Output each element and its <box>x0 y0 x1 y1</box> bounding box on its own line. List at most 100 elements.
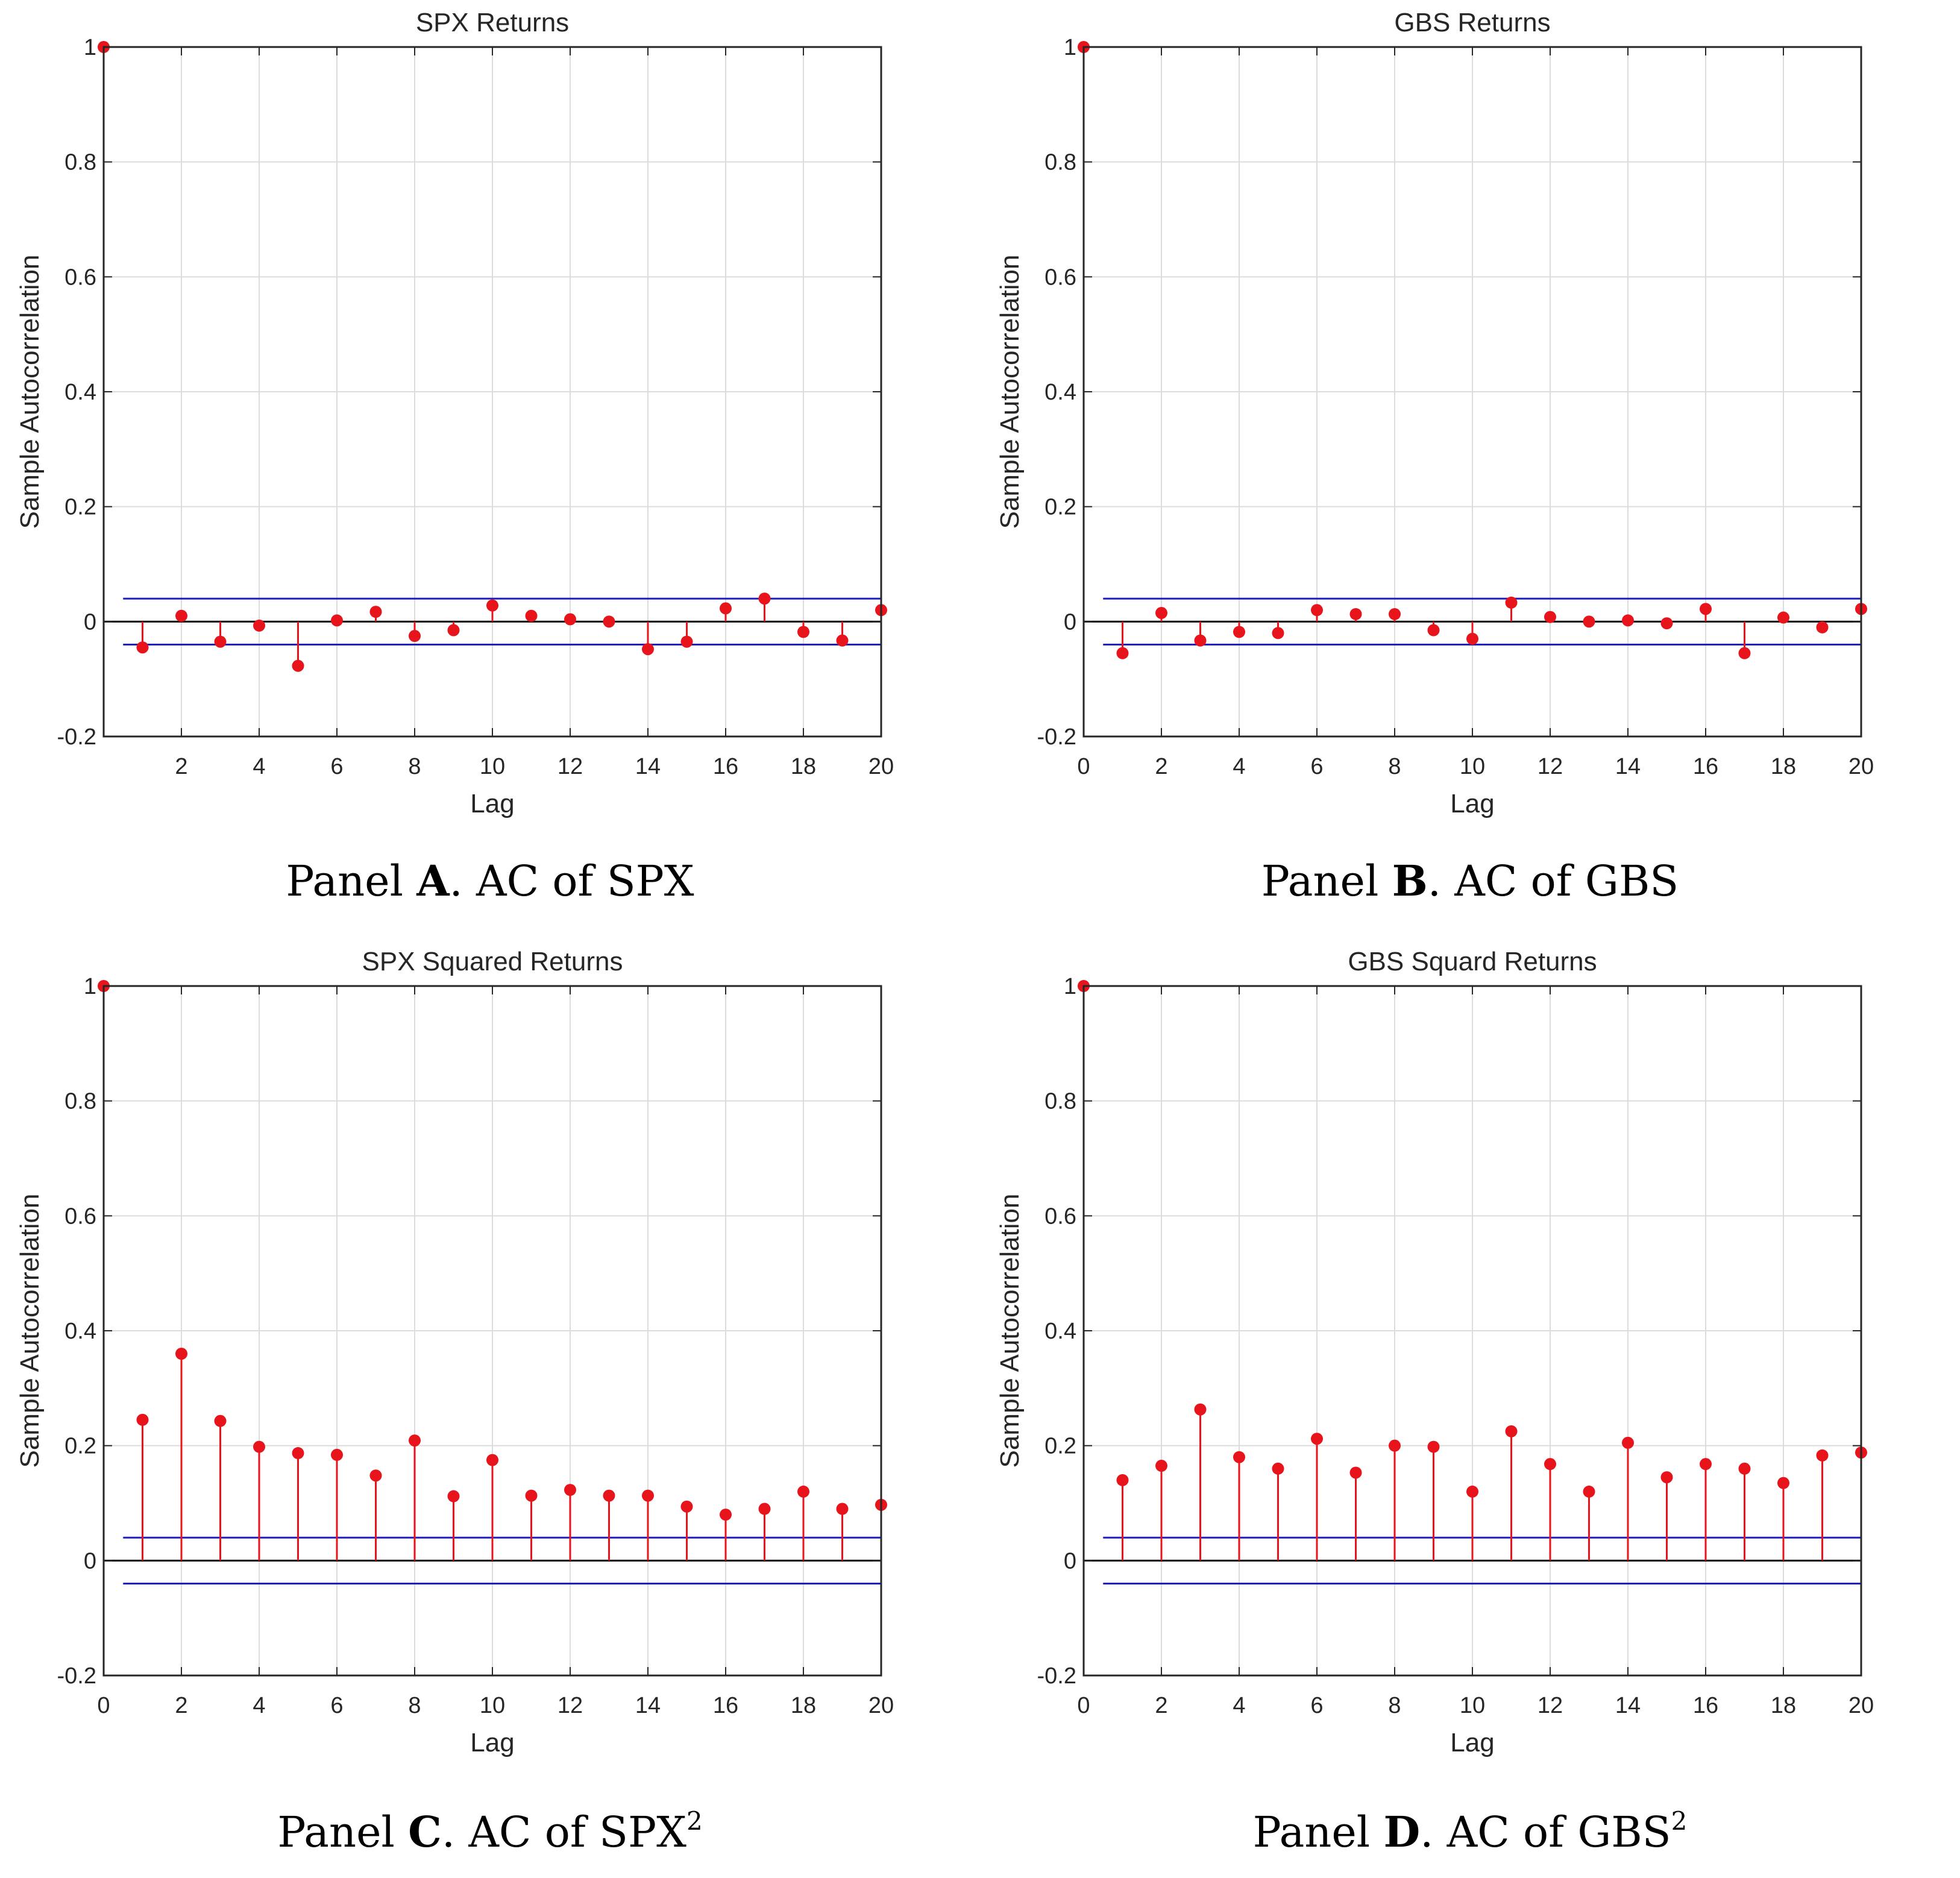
stem-marker <box>1505 1425 1518 1437</box>
stem-marker <box>1155 607 1167 620</box>
x-tick-label: 6 <box>330 1693 343 1718</box>
stem-marker <box>486 1454 498 1466</box>
y-tick-label: 0.8 <box>64 1089 96 1114</box>
x-tick-label: 20 <box>868 754 894 779</box>
x-tick-label: 4 <box>253 754 265 779</box>
stem-marker <box>1816 621 1829 633</box>
stem-marker <box>1116 1474 1129 1486</box>
stem-marker <box>1700 603 1712 615</box>
caption-panel-a: Panel A. AC of SPX <box>0 856 980 906</box>
stem-marker <box>1272 1462 1284 1475</box>
x-tick-label: 0 <box>1077 1693 1090 1718</box>
chart-title: GBS Squard Returns <box>1348 947 1597 976</box>
caption-superscript: 2 <box>1671 1806 1688 1836</box>
stem-marker <box>447 624 460 636</box>
stem-marker <box>175 1348 187 1360</box>
stem-marker <box>564 613 576 626</box>
stem-marker <box>136 641 149 654</box>
x-tick-label: 6 <box>1310 754 1323 779</box>
y-tick-label: 0.2 <box>64 495 96 520</box>
stem-marker <box>1311 604 1323 617</box>
y-tick-label: 0.6 <box>1044 1204 1076 1229</box>
stem-marker <box>642 643 654 656</box>
x-tick-label: 8 <box>1388 754 1401 779</box>
x-tick-label: 4 <box>1233 754 1245 779</box>
caption-letter: B <box>1392 856 1428 906</box>
x-tick-label: 6 <box>1310 1693 1323 1718</box>
y-tick-label: 0.2 <box>1044 1434 1076 1459</box>
stem-marker <box>1700 1458 1712 1471</box>
y-tick-label: 0.8 <box>1044 150 1076 175</box>
stem-marker <box>292 659 304 672</box>
x-tick-label: 16 <box>713 754 738 779</box>
stem-marker <box>369 1469 382 1482</box>
y-tick-label: 0.2 <box>64 1434 96 1459</box>
stem-marker <box>1660 617 1673 630</box>
x-tick-label: 2 <box>175 1693 187 1718</box>
chart-spx-returns: 2 4 6 8 10 12 14 16 18 20 -0.2 0 0.2 0.4 0.6 0.8 1 SPX Re… <box>15 8 894 818</box>
y-axis-label: Sample Autocorrelation <box>15 1194 45 1468</box>
stem-marker <box>1544 611 1556 623</box>
x-tick-label: 16 <box>1693 1693 1718 1718</box>
stem-marker <box>1583 1485 1595 1498</box>
stem-marker <box>1583 615 1595 628</box>
x-tick-label: 14 <box>1615 754 1641 779</box>
stem-marker <box>525 609 538 622</box>
x-tick-label: 12 <box>558 754 583 779</box>
stem-marker <box>1155 1460 1167 1472</box>
x-tick-label: 4 <box>253 1693 265 1718</box>
y-axis-label: Sample Autocorrelation <box>995 255 1025 529</box>
x-tick-label: 16 <box>1693 754 1718 779</box>
y-tick-label: 0.6 <box>64 265 96 290</box>
x-tick-label: 4 <box>1233 1693 1245 1718</box>
stem-marker <box>1194 634 1207 647</box>
stem-marker <box>1505 596 1518 609</box>
caption-prefix: Panel <box>277 1807 409 1857</box>
caption-panel-d: Panel D. AC of GBS2 <box>980 1807 1960 1857</box>
stem-marker <box>836 634 849 647</box>
stem-marker <box>1622 614 1634 627</box>
stem-marker <box>758 592 771 605</box>
x-tick-label: 8 <box>408 1693 421 1718</box>
panel-a: 2 4 6 8 10 12 14 16 18 20 -0.2 0 0.2 0.4 0.6 0.8 1 SPX Re… <box>0 0 980 939</box>
x-tick-label: 14 <box>1615 1693 1641 1718</box>
stem-marker <box>331 1448 343 1461</box>
y-axis-label: Sample Autocorrelation <box>15 255 45 529</box>
x-tick-label: 14 <box>635 754 661 779</box>
stem-marker <box>447 1490 460 1503</box>
y-tick-label: 0.8 <box>1044 1089 1076 1114</box>
caption-prefix: Panel <box>1252 1807 1384 1857</box>
stem-marker <box>1427 1440 1440 1453</box>
x-tick-label: 10 <box>480 1693 505 1718</box>
y-tick-label: 0 <box>1064 609 1076 635</box>
stem-marker <box>409 630 421 642</box>
y-tick-label: 0.6 <box>1044 265 1076 290</box>
stem-marker <box>603 1489 615 1502</box>
stem-marker <box>1660 1471 1673 1484</box>
y-tick-label: 1 <box>1064 974 1076 999</box>
x-tick-label: 2 <box>1155 1693 1167 1718</box>
stem-marker <box>292 1447 304 1460</box>
stem-marker <box>1816 1449 1829 1462</box>
x-tick-label: 12 <box>558 1693 583 1718</box>
x-tick-label: 10 <box>1460 754 1485 779</box>
stem-marker <box>1233 1451 1245 1463</box>
stem-marker <box>836 1503 849 1515</box>
x-tick-label: 14 <box>635 1693 661 1718</box>
stem-marker <box>1738 1462 1751 1475</box>
y-tick-label: 0 <box>1064 1548 1076 1574</box>
x-tick-label: 18 <box>1771 1693 1796 1718</box>
caption-superscript: 2 <box>686 1806 703 1836</box>
caption-letter: D <box>1383 1807 1421 1857</box>
y-tick-label: 0 <box>84 609 96 635</box>
chart-title: SPX Returns <box>416 8 569 37</box>
chart-title: SPX Squared Returns <box>362 947 623 976</box>
x-tick-label: 10 <box>480 754 505 779</box>
stem-marker <box>1544 1458 1556 1471</box>
y-tick-label: -0.2 <box>1037 1663 1076 1689</box>
stem-marker <box>1272 627 1284 639</box>
y-tick-label: -0.2 <box>1037 724 1076 750</box>
stem-marker <box>1777 611 1789 624</box>
y-tick-label: 0.2 <box>1044 495 1076 520</box>
